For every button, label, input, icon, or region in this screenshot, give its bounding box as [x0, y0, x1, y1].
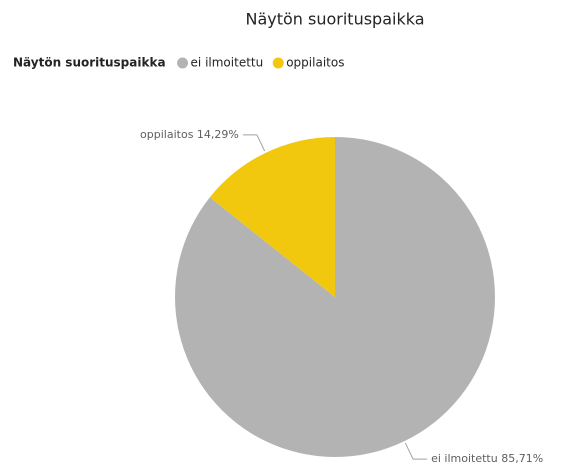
legend-label: oppilaitos — [286, 56, 344, 70]
leader-line — [242, 134, 266, 152]
leader-line — [404, 442, 428, 460]
data-label: ei ilmoitettu 85,71% — [431, 452, 543, 465]
legend-swatch — [272, 57, 284, 69]
data-label: oppilaitos 14,29% — [140, 128, 239, 141]
chart-title: Näytön suorituspaikka — [245, 10, 424, 29]
pie-slice — [209, 137, 335, 297]
legend-swatch — [177, 57, 189, 69]
legend-title: Näytön suorituspaikka — [13, 56, 166, 70]
legend-label: ei ilmoitettu — [191, 56, 264, 70]
